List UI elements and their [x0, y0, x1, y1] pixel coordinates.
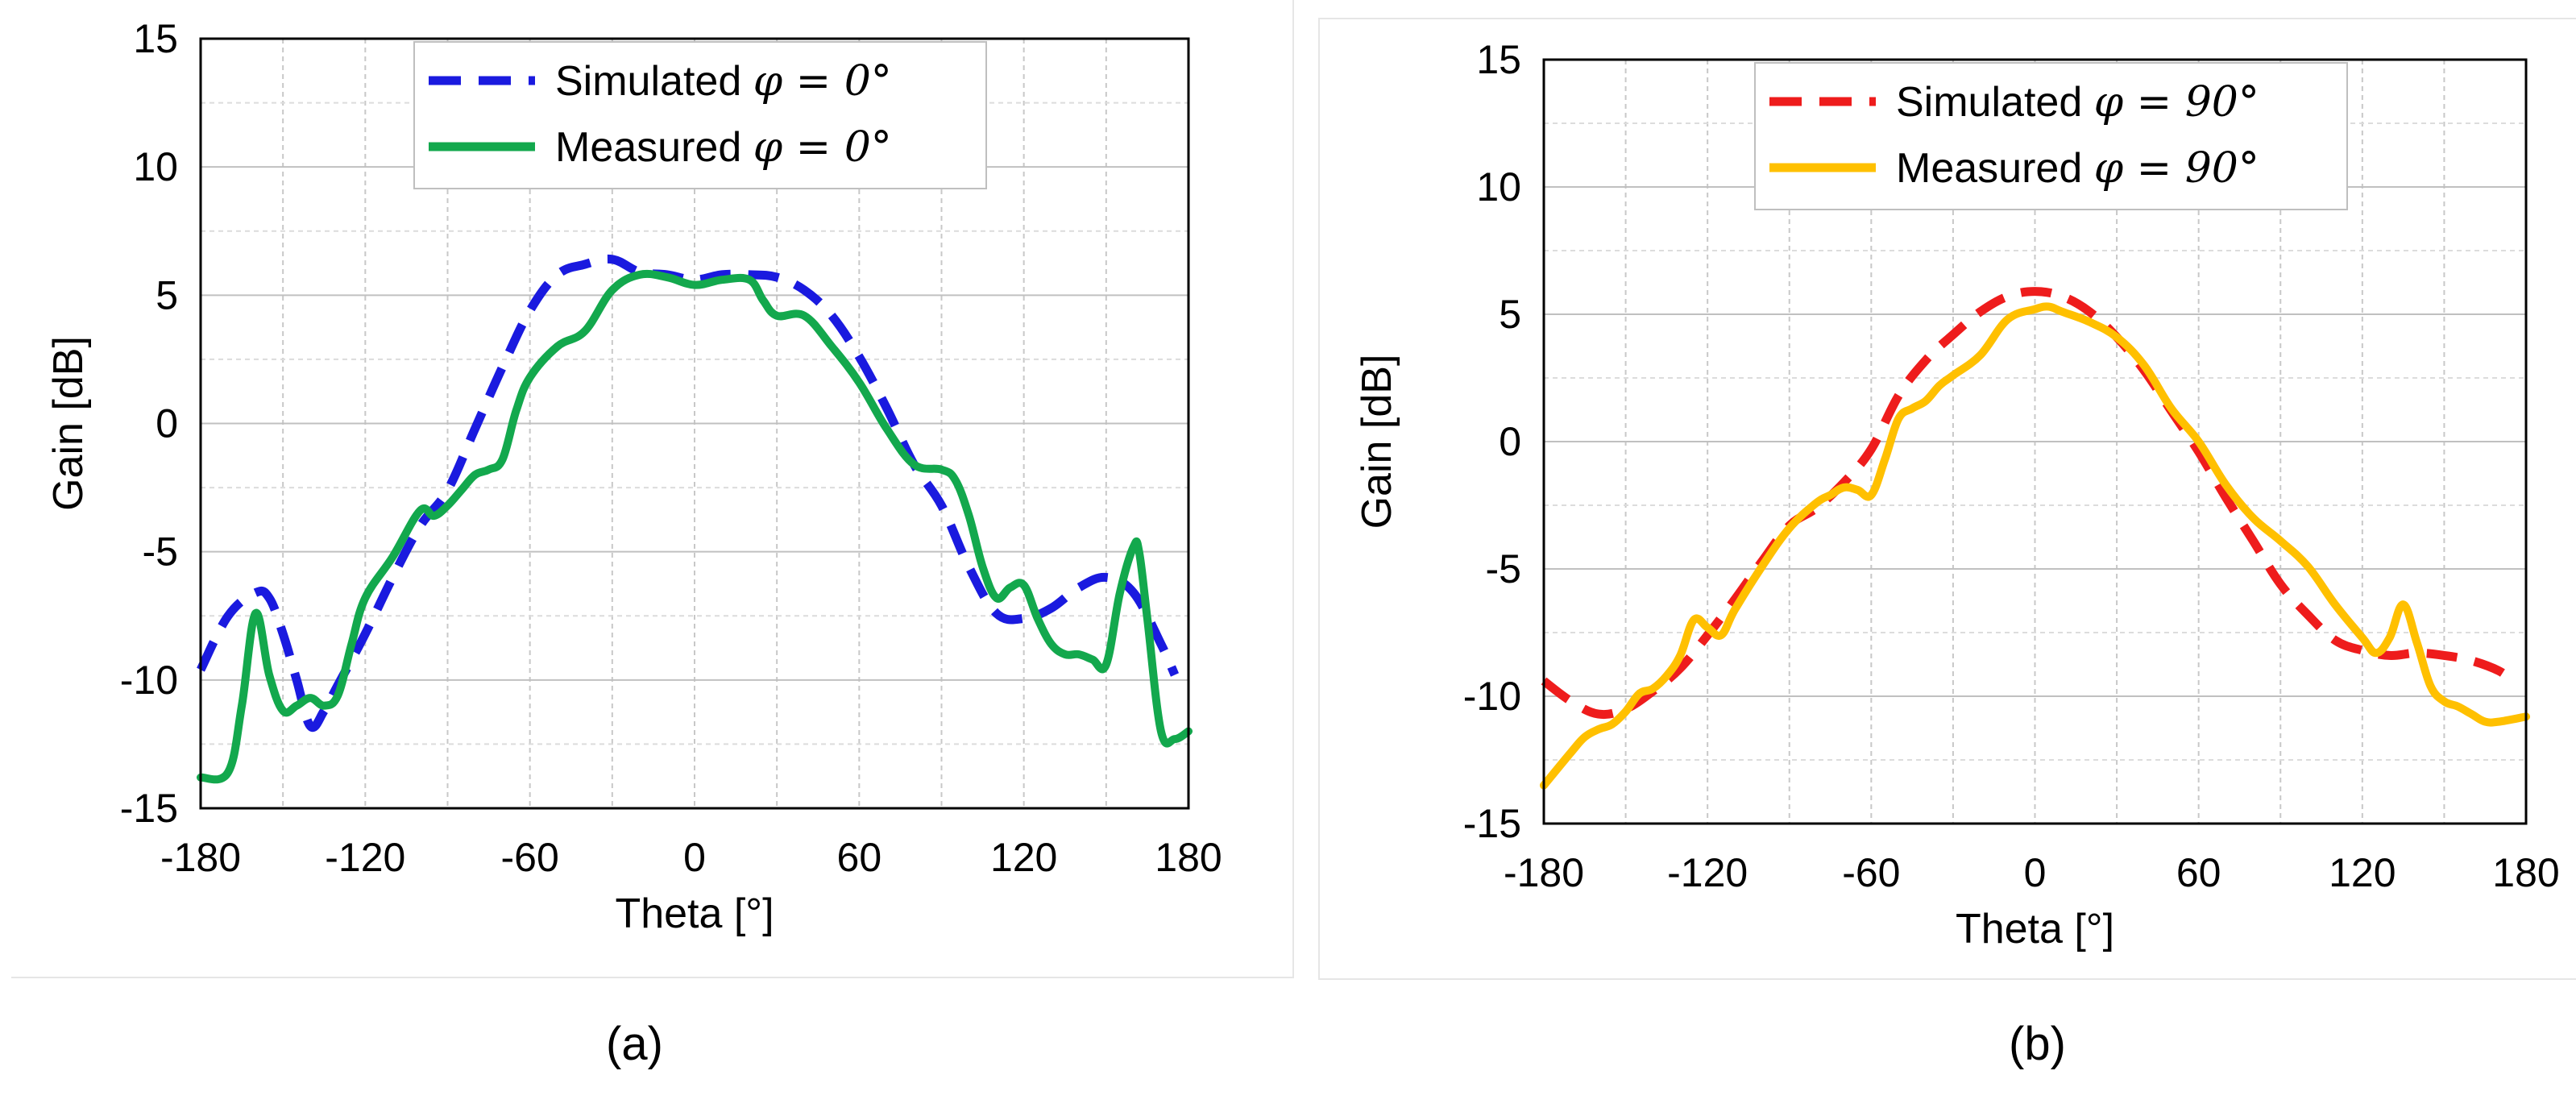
axes-frame	[199, 37, 1190, 810]
chart-a-svg: 15 10 5 0 -5 -10 -15-180 -120 -60 0 60 120 180 Theta …	[45, 16, 1222, 937]
y-tick-label: -5	[1486, 546, 1521, 591]
chart-b-svg: 15 10 5 0 -5 -10 -15-180 -120 -60 0 60 120 180 Theta …	[1354, 37, 2560, 953]
caption-b: (b)	[2009, 1018, 2066, 1070]
y-tick-label: 15	[133, 16, 178, 61]
x-tick-label: 120	[990, 835, 1057, 880]
x-tick-label: 60	[2176, 850, 2221, 895]
x-tick-label: 60	[837, 835, 882, 880]
x-tick-label: -60	[501, 835, 559, 880]
x-tick-label: 180	[2492, 850, 2559, 895]
caption-a: (a)	[606, 1018, 663, 1070]
x-tick-label: 180	[1155, 835, 1222, 880]
x-tick-label: -180	[1504, 850, 1584, 895]
y-tick-label: 10	[133, 144, 178, 189]
y-tick-label: 5	[156, 272, 178, 318]
x-axis-label: Theta [°]	[1956, 906, 2114, 953]
y-tick-label: 15	[1476, 37, 1521, 82]
x-tick-label: -120	[325, 835, 405, 880]
x-tick-label: 120	[2329, 850, 2396, 895]
y-axis-label: Gain [dB]	[1354, 355, 1400, 529]
legend: Simulated φ = 0° Measured φ = 0°	[413, 41, 987, 189]
y-axis-label: Gain [dB]	[45, 336, 92, 511]
axes-frame	[1542, 58, 2528, 825]
chart-panel-b: 15 10 5 0 -5 -10 -15 -180 -120 -60 0 60 120 180 Theta …	[1318, 18, 2576, 980]
series-line-measured	[197, 269, 1193, 784]
x-tick-label: 0	[683, 835, 706, 880]
x-tick-label: -120	[1667, 850, 1748, 895]
legend-label-measured: Measured φ = 90°	[1896, 144, 2259, 193]
y-tick-label: -15	[1463, 801, 1521, 846]
x-axis-label: Theta [°]	[615, 890, 774, 937]
y-tick-label: 0	[1499, 419, 1521, 464]
legend: Simulated φ = 90° Measured φ = 90°	[1754, 62, 2348, 210]
series-line-simulated	[1541, 287, 2516, 720]
y-tick-label: 10	[1476, 164, 1521, 210]
legend-label-measured: Measured φ = 0°	[555, 123, 892, 172]
y-tick-label: -10	[1463, 674, 1521, 719]
chart-panel-a: 15 10 5 0 -5 -10 -15 -180 -120 -60 0 60 120 180 Theta …	[11, 0, 1294, 978]
legend-label-simulated: Simulated φ = 90°	[1896, 78, 2259, 127]
legend-label-simulated: Simulated φ = 0°	[555, 57, 892, 106]
series-line-simulated	[197, 254, 1180, 733]
y-tick-label: 5	[1499, 292, 1521, 337]
legend-box	[1754, 62, 2348, 210]
x-tick-label: 0	[2024, 850, 2047, 895]
y-tick-label: 0	[156, 401, 178, 446]
x-tick-label: -180	[160, 835, 241, 880]
y-tick-label: -15	[120, 786, 178, 831]
y-tick-label: -10	[120, 658, 178, 703]
legend-box	[413, 41, 987, 189]
series-line-measured	[1540, 302, 2530, 790]
x-tick-label: -60	[1842, 850, 1900, 895]
y-tick-label: -5	[143, 529, 178, 575]
